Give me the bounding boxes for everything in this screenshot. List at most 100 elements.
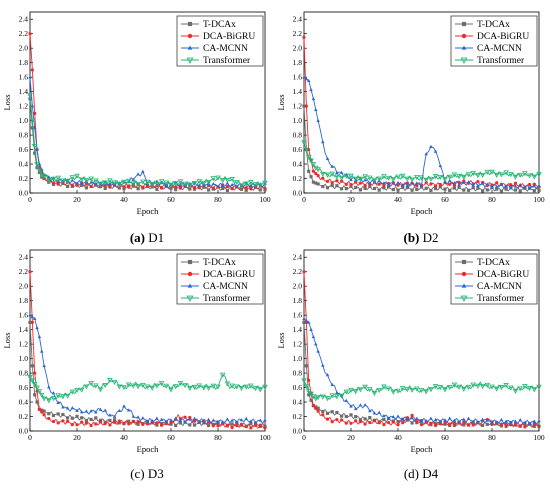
data-point [509, 183, 513, 187]
data-point [494, 420, 499, 424]
data-point [352, 176, 359, 182]
data-point [229, 383, 235, 389]
data-point [385, 175, 392, 181]
data-point [442, 387, 448, 393]
data-point [400, 183, 405, 187]
data-point [93, 178, 99, 184]
data-point [150, 419, 154, 423]
data-point [141, 416, 145, 420]
data-point [135, 384, 141, 390]
data-point [344, 172, 349, 177]
data-point [47, 385, 51, 389]
data-point [188, 417, 192, 421]
data-point [28, 313, 32, 317]
x-tick-label: 100 [533, 195, 545, 204]
y-tick-label: 0.6 [293, 383, 303, 392]
data-point [206, 181, 211, 185]
legend-swatch-marker [186, 295, 194, 302]
legend-swatch-marker [187, 271, 193, 277]
legend-entry-label: DCA-BiGRU [477, 32, 529, 42]
data-point [442, 176, 448, 182]
data-point [37, 407, 42, 411]
data-point [51, 391, 56, 395]
data-point [210, 383, 217, 389]
data-point [330, 420, 334, 424]
data-point [354, 185, 358, 190]
data-point [349, 177, 353, 182]
data-point [117, 408, 122, 413]
data-point [155, 187, 159, 191]
data-point [93, 383, 99, 389]
data-point [424, 419, 428, 423]
data-point [56, 182, 60, 186]
y-tick-label: 0.8 [293, 369, 303, 378]
data-point [34, 162, 40, 168]
data-point [56, 421, 60, 425]
data-point [207, 423, 211, 427]
data-point [457, 419, 461, 424]
data-point [512, 174, 519, 180]
data-point [131, 414, 136, 418]
data-point [498, 172, 505, 178]
series-ca-mcnn [302, 316, 541, 425]
data-point [429, 416, 433, 420]
legend-swatch-marker [460, 57, 468, 64]
data-point [262, 180, 268, 186]
x-tick-label: 40 [120, 433, 128, 442]
data-point [230, 422, 234, 426]
data-point [329, 393, 335, 399]
legend-entry-label: DCA-BiGRU [477, 270, 529, 280]
data-point [163, 383, 170, 389]
data-point [517, 172, 523, 178]
data-point [192, 423, 197, 427]
data-point [74, 173, 80, 179]
data-point [107, 178, 113, 184]
panel-caption-letter: (a) [130, 230, 145, 245]
data-point [410, 188, 414, 192]
data-point [224, 381, 231, 387]
y-tick-label: 2.4 [293, 15, 303, 24]
data-point [490, 185, 494, 189]
data-point [368, 416, 372, 420]
data-point [33, 393, 37, 397]
data-point [415, 416, 419, 420]
y-tick-label: 0.2 [19, 174, 29, 183]
data-point [513, 419, 518, 423]
x-tick-label: 60 [167, 195, 175, 204]
data-point [197, 419, 201, 423]
data-point [415, 420, 419, 424]
legend-entry-label: DCA-BiGRU [203, 32, 255, 42]
x-axis-label: Epoch [411, 444, 433, 454]
data-point [225, 417, 230, 421]
data-point [192, 416, 197, 420]
panel-caption: (a) D1 [130, 230, 164, 245]
data-point [461, 386, 467, 392]
y-tick-label: 1.6 [19, 73, 29, 82]
data-point [499, 417, 504, 422]
data-point [376, 388, 382, 394]
data-point [504, 184, 508, 188]
data-point [330, 382, 334, 386]
data-point [423, 177, 429, 183]
y-tick-label: 0.8 [19, 131, 29, 140]
legend-swatch-marker [187, 21, 193, 27]
data-point [489, 169, 495, 175]
data-point [349, 421, 353, 425]
data-point [35, 325, 39, 330]
y-tick-label: 0.2 [293, 412, 303, 421]
data-point [89, 423, 93, 428]
data-point [325, 156, 330, 160]
y-tick-label: 2.4 [19, 15, 29, 24]
data-point [363, 183, 367, 188]
data-point [75, 181, 79, 185]
legend-swatch-marker [187, 33, 193, 39]
data-point [334, 394, 340, 400]
data-point [321, 140, 325, 144]
data-point [400, 417, 405, 421]
data-point [391, 187, 395, 192]
data-point [308, 158, 314, 164]
y-tick-label: 2.0 [19, 282, 29, 291]
data-point [518, 424, 522, 428]
data-point [429, 182, 433, 186]
data-point [27, 93, 33, 99]
